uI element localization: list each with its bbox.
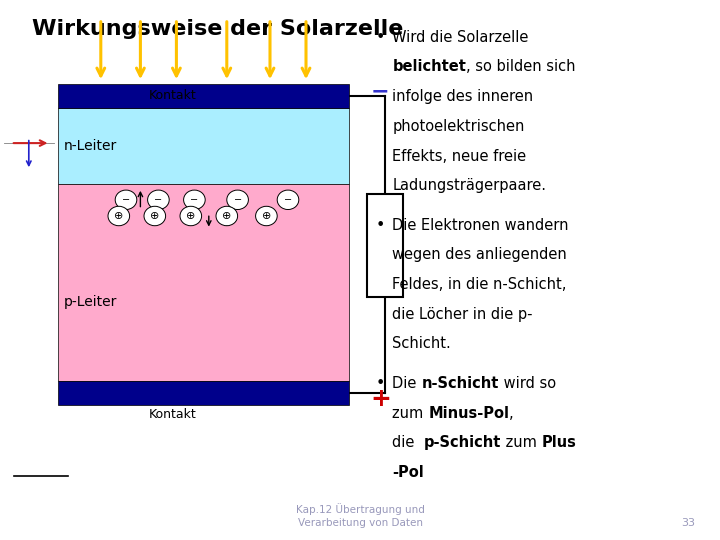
Text: wird so: wird so bbox=[499, 376, 556, 391]
Text: Wird die Solarzelle: Wird die Solarzelle bbox=[392, 30, 528, 45]
Bar bbox=[367, 194, 403, 297]
Bar bbox=[58, 381, 349, 405]
Text: zum: zum bbox=[501, 435, 542, 450]
Text: −: − bbox=[122, 195, 130, 205]
Ellipse shape bbox=[184, 190, 205, 210]
Text: Minus-Pol: Minus-Pol bbox=[428, 406, 509, 421]
Text: ,: , bbox=[509, 406, 514, 421]
Text: Die Elektronen wandern: Die Elektronen wandern bbox=[392, 218, 569, 233]
Ellipse shape bbox=[227, 190, 248, 210]
Text: Schicht.: Schicht. bbox=[392, 336, 451, 352]
Text: n-Schicht: n-Schicht bbox=[421, 376, 499, 391]
Text: Plus: Plus bbox=[542, 435, 577, 450]
Text: die: die bbox=[392, 435, 424, 450]
Text: Kap.12 Übertragung und
Verarbeitung von Daten: Kap.12 Übertragung und Verarbeitung von … bbox=[296, 503, 424, 528]
Text: Die: Die bbox=[392, 376, 421, 391]
Text: Kontakt: Kontakt bbox=[149, 89, 197, 102]
Bar bbox=[58, 84, 349, 108]
Ellipse shape bbox=[216, 206, 238, 226]
Text: ⊕: ⊕ bbox=[261, 211, 271, 221]
Text: −: − bbox=[233, 195, 242, 205]
Text: , so bilden sich: , so bilden sich bbox=[467, 59, 576, 75]
Text: Effekts, neue freie: Effekts, neue freie bbox=[392, 148, 526, 164]
Text: n-Leiter: n-Leiter bbox=[63, 139, 117, 153]
Text: wegen des anliegenden: wegen des anliegenden bbox=[392, 247, 567, 262]
Text: infolge des inneren: infolge des inneren bbox=[392, 89, 534, 104]
Text: 33: 33 bbox=[681, 518, 695, 528]
Text: ⊕: ⊕ bbox=[114, 211, 124, 221]
Ellipse shape bbox=[180, 206, 202, 226]
Text: ⊕: ⊕ bbox=[222, 211, 232, 221]
Text: −: − bbox=[371, 82, 390, 102]
Text: -Pol: -Pol bbox=[392, 465, 424, 480]
Text: die Löcher in die p-: die Löcher in die p- bbox=[392, 307, 533, 322]
Ellipse shape bbox=[144, 206, 166, 226]
Ellipse shape bbox=[277, 190, 299, 210]
Text: p-Leiter: p-Leiter bbox=[63, 295, 117, 309]
Text: Wirkungsweise der Solarzelle: Wirkungsweise der Solarzelle bbox=[32, 19, 404, 39]
Text: ⊕: ⊕ bbox=[186, 211, 196, 221]
Text: Kontakt: Kontakt bbox=[149, 408, 197, 421]
Ellipse shape bbox=[115, 190, 137, 210]
Bar bbox=[58, 108, 349, 184]
Text: zum: zum bbox=[392, 406, 428, 421]
Text: •: • bbox=[376, 30, 385, 45]
Text: −: − bbox=[190, 195, 199, 205]
Text: Feldes, in die n-Schicht,: Feldes, in die n-Schicht, bbox=[392, 277, 567, 292]
Ellipse shape bbox=[108, 206, 130, 226]
Text: ⊕: ⊕ bbox=[150, 211, 160, 221]
Ellipse shape bbox=[148, 190, 169, 210]
Text: •: • bbox=[376, 376, 385, 391]
Text: belichtet: belichtet bbox=[392, 59, 467, 75]
Bar bbox=[58, 184, 349, 381]
Ellipse shape bbox=[256, 206, 277, 226]
Text: •: • bbox=[376, 218, 385, 233]
Text: −: − bbox=[284, 195, 292, 205]
Text: p-Schicht: p-Schicht bbox=[424, 435, 501, 450]
Text: +: + bbox=[371, 387, 392, 410]
Text: photoelektrischen: photoelektrischen bbox=[392, 119, 525, 134]
Text: Ladungsträgerpaare.: Ladungsträgerpaare. bbox=[392, 178, 546, 193]
Text: −: − bbox=[154, 195, 163, 205]
